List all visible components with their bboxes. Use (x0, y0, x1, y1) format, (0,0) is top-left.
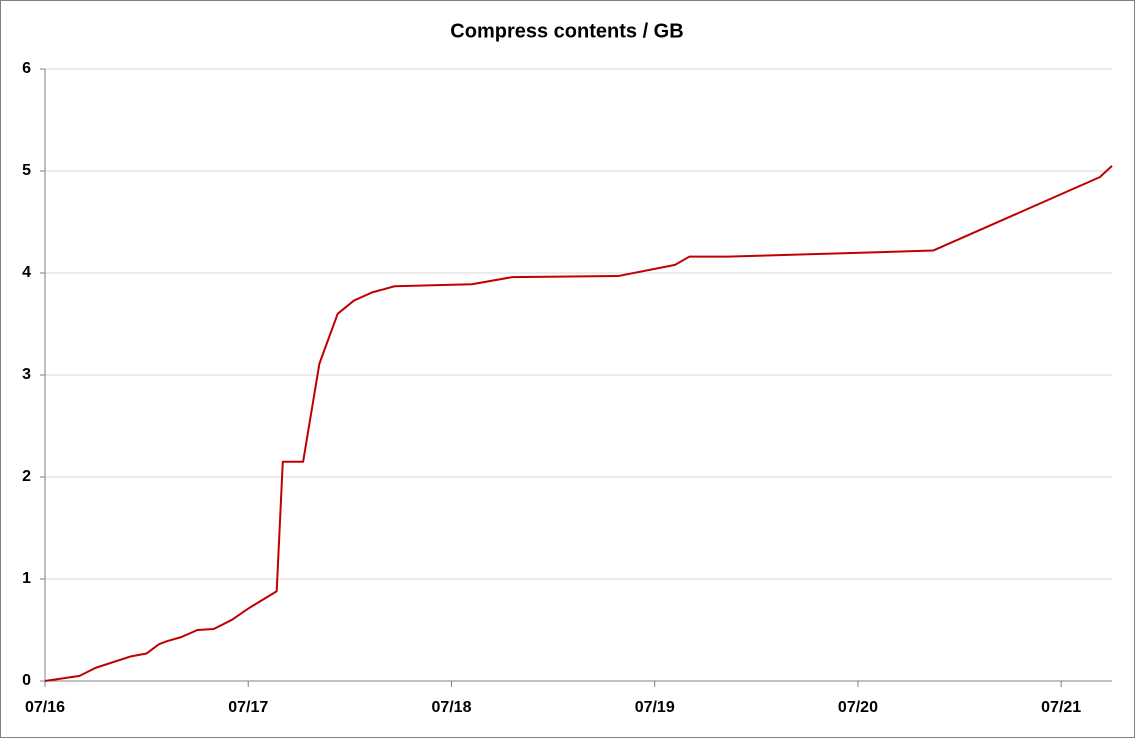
x-tick-label: 07/21 (1041, 699, 1081, 716)
x-tick-label: 07/19 (635, 699, 675, 716)
y-tick-label: 2 (22, 468, 31, 485)
chart-title: Compress contents / GB (450, 20, 683, 42)
y-tick-label: 5 (22, 162, 31, 179)
x-tick-label: 07/18 (431, 699, 471, 716)
y-tick-label: 6 (22, 60, 31, 77)
x-tick-label: 07/17 (228, 699, 268, 716)
x-tick-label: 07/20 (838, 699, 878, 716)
y-tick-label: 3 (22, 366, 31, 383)
y-tick-label: 1 (22, 570, 31, 587)
y-tick-label: 4 (22, 264, 31, 281)
y-tick-label: 0 (22, 672, 31, 689)
data-line (44, 165, 1113, 682)
x-tick-label: 07/16 (25, 699, 65, 716)
